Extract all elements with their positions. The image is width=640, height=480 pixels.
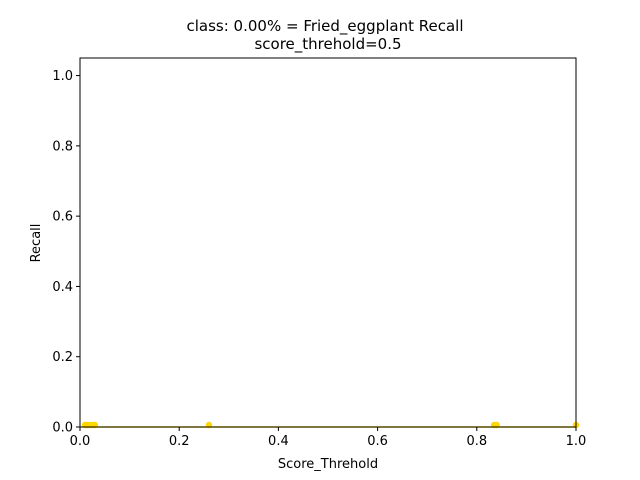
y-tick-label: 0.8 bbox=[52, 139, 73, 154]
y-tick-label: 0.4 bbox=[52, 280, 73, 295]
y-tick-label: 1.0 bbox=[52, 69, 73, 84]
x-tick-label: 1.0 bbox=[566, 434, 587, 449]
y-axis-label: Recall bbox=[29, 224, 44, 263]
x-tick-label: 0.2 bbox=[169, 434, 190, 449]
x-tick-label: 0.6 bbox=[367, 434, 388, 449]
x-axis-label: Score_Threhold bbox=[278, 457, 378, 472]
y-axis-ticks: 0.0 0.2 0.4 0.6 0.8 1.0 bbox=[52, 69, 80, 436]
y-tick-label: 0.0 bbox=[52, 421, 73, 436]
x-axis-ticks: 0.0 0.2 0.4 0.6 0.8 1.0 bbox=[70, 427, 587, 449]
chart-subtitle: score_threhold=0.5 bbox=[254, 35, 401, 54]
x-tick-label: 0.4 bbox=[268, 434, 289, 449]
x-tick-label: 0.8 bbox=[466, 434, 487, 449]
y-tick-label: 0.2 bbox=[52, 350, 73, 365]
x-tick-label: 0.0 bbox=[70, 434, 91, 449]
chart-title: class: 0.00% = Fried_eggplant Recall bbox=[187, 17, 464, 36]
y-tick-label: 0.6 bbox=[52, 210, 73, 225]
plot-area-frame bbox=[79, 57, 577, 428]
